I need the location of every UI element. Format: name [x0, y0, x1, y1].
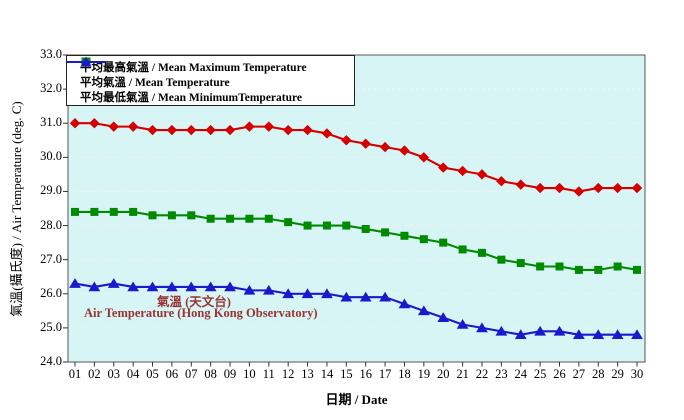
x-tick-label: 14	[320, 367, 334, 381]
x-tick-label: 12	[281, 367, 295, 381]
y-tick-label: 26.0	[40, 285, 62, 300]
x-tick-label: 13	[301, 367, 314, 381]
plot-background	[68, 55, 645, 362]
legend-item-mean-max: 平均最高氣溫 / Mean Maximum Temperature	[67, 57, 354, 74]
x-tick-label: 29	[611, 367, 624, 381]
y-tick-label: 28.0	[40, 217, 62, 232]
x-tick-label: 05	[146, 367, 159, 381]
x-tick-label: 24	[514, 367, 527, 381]
annotation-chinese: 氣溫 (天文台)	[157, 295, 231, 309]
axis-ticks	[63, 54, 638, 367]
y-tick-label: 33.0	[40, 47, 62, 61]
y-tick-label: 32.0	[40, 81, 62, 96]
x-tick-label: 21	[456, 367, 469, 381]
legend-item-mean-min: 平均最低氣溫 / Mean MinimumTemperature	[67, 56, 354, 104]
x-tick-label: 30	[630, 367, 644, 381]
x-tick-label: 25	[533, 367, 547, 381]
y-tick-label: 24.0	[40, 354, 62, 368]
legend-item-mean: 平均氣溫 / Mean Temperature	[67, 57, 354, 89]
y-tick-label: 30.0	[40, 149, 62, 164]
x-tick-label: 15	[340, 367, 353, 381]
x-tick-label: 03	[107, 367, 121, 381]
series-markers-1	[71, 207, 642, 274]
legend-label-mean-max: 平均最高氣溫 / Mean Maximum Temperature	[80, 61, 307, 74]
y-axis-title: 氣溫(攝氏度) / Air Temperature (deg. C)	[9, 101, 24, 317]
x-tick-label: 17	[378, 367, 392, 381]
x-tick-label: 18	[398, 367, 411, 381]
y-tick-label: 27.0	[40, 251, 62, 266]
legend-marker-triangle-icon	[67, 56, 105, 67]
x-tick-label: 02	[88, 367, 101, 381]
y-tick-label: 29.0	[40, 183, 62, 198]
x-tick-label: 11	[262, 367, 275, 381]
y-tick-label: 25.0	[40, 319, 62, 334]
x-tick-label: 10	[243, 367, 256, 381]
x-tick-label: 22	[475, 367, 489, 381]
series-markers-0	[69, 118, 643, 197]
legend-label-mean-min: 平均最低氣溫 / Mean MinimumTemperature	[80, 91, 302, 104]
series-markers-2	[69, 278, 643, 340]
x-axis-title: 日期 / Date	[325, 392, 388, 407]
plot-border	[67, 54, 646, 363]
x-tick-label: 28	[592, 367, 605, 381]
x-tick-label: 06	[165, 367, 179, 381]
x-tick-label: 08	[204, 367, 217, 381]
x-tick-label: 16	[359, 367, 372, 381]
y-tick-label: 31.0	[40, 115, 62, 130]
x-tick-label: 09	[223, 367, 237, 381]
annotation-english: Air Temperature (Hong Kong Observatory)	[84, 306, 318, 320]
x-tick-label: 04	[126, 367, 140, 381]
x-tick-label: 01	[68, 367, 82, 381]
legend: 平均最高氣溫 / Mean Maximum Temperature 平均氣溫 /…	[66, 55, 355, 106]
x-tick-label: 07	[185, 367, 198, 381]
x-tick-label: 27	[572, 367, 586, 381]
x-tick-label: 19	[417, 367, 431, 381]
x-tick-label: 26	[553, 367, 566, 381]
x-tick-label: 20	[436, 367, 450, 381]
legend-label-mean: 平均氣溫 / Mean Temperature	[80, 76, 230, 89]
x-tick-label: 23	[495, 367, 508, 381]
